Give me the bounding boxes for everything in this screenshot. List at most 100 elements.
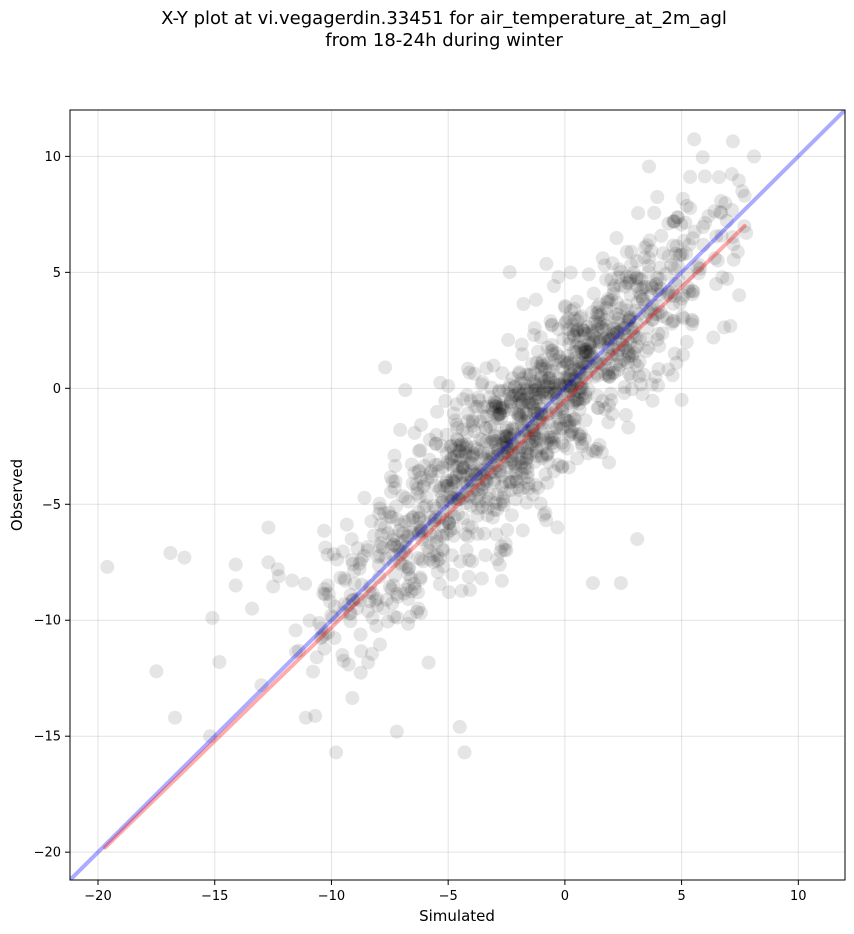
data-point bbox=[444, 438, 459, 453]
data-point bbox=[346, 593, 361, 607]
data-point bbox=[385, 474, 400, 489]
data-point bbox=[524, 396, 539, 410]
data-point bbox=[597, 331, 612, 346]
data-point bbox=[558, 370, 572, 385]
data-point bbox=[521, 424, 536, 439]
data-point bbox=[681, 280, 695, 295]
data-point bbox=[528, 411, 543, 426]
data-point bbox=[514, 337, 529, 352]
data-point bbox=[626, 265, 641, 280]
data-point bbox=[422, 452, 437, 467]
data-point bbox=[725, 134, 740, 149]
data-point bbox=[302, 613, 317, 628]
data-point bbox=[611, 315, 626, 330]
data-point bbox=[562, 368, 577, 383]
data-point bbox=[512, 366, 527, 381]
data-point bbox=[481, 466, 496, 481]
data-point bbox=[261, 520, 276, 535]
data-point bbox=[617, 320, 632, 335]
data-point bbox=[660, 287, 675, 302]
data-point bbox=[714, 228, 729, 243]
data-point bbox=[659, 266, 673, 281]
data-point bbox=[602, 369, 617, 384]
data-point bbox=[412, 489, 427, 504]
data-point bbox=[639, 332, 654, 347]
data-point bbox=[586, 334, 601, 349]
data-point bbox=[482, 390, 497, 405]
data-point bbox=[717, 320, 732, 335]
data-point bbox=[527, 374, 542, 389]
data-point bbox=[520, 446, 535, 461]
data-point bbox=[540, 385, 555, 400]
data-point bbox=[656, 246, 670, 261]
data-point bbox=[532, 390, 546, 405]
data-point bbox=[521, 386, 536, 401]
data-point bbox=[543, 386, 557, 401]
data-point bbox=[402, 512, 417, 527]
data-point bbox=[555, 404, 570, 419]
data-point bbox=[510, 480, 525, 495]
data-point bbox=[579, 345, 594, 360]
data-point bbox=[602, 333, 617, 348]
data-point bbox=[496, 383, 511, 398]
data-point bbox=[555, 459, 570, 474]
data-point bbox=[564, 379, 579, 394]
data-point bbox=[591, 342, 606, 357]
data-point bbox=[574, 340, 589, 355]
data-point bbox=[406, 523, 421, 537]
data-point bbox=[490, 447, 505, 462]
data-point bbox=[522, 431, 537, 446]
data-point bbox=[411, 511, 426, 526]
data-point bbox=[572, 396, 587, 411]
data-point bbox=[593, 316, 608, 331]
data-point bbox=[685, 314, 700, 329]
data-point bbox=[568, 370, 583, 385]
data-point bbox=[718, 196, 733, 211]
data-point bbox=[611, 270, 626, 285]
data-point bbox=[387, 529, 402, 544]
data-point bbox=[570, 322, 585, 336]
data-point bbox=[369, 619, 384, 633]
data-point bbox=[565, 357, 580, 372]
data-point bbox=[353, 627, 368, 642]
data-point bbox=[453, 554, 468, 569]
data-point bbox=[633, 377, 648, 392]
data-point bbox=[470, 482, 485, 497]
data-point bbox=[488, 436, 503, 451]
data-point bbox=[580, 319, 595, 334]
data-point bbox=[477, 451, 492, 466]
x-tick-label: 10 bbox=[790, 889, 807, 904]
data-point bbox=[508, 459, 523, 474]
data-point bbox=[586, 329, 601, 344]
data-point bbox=[463, 393, 478, 408]
data-point bbox=[460, 388, 474, 403]
data-point bbox=[505, 452, 520, 467]
data-point bbox=[628, 341, 643, 356]
data-point bbox=[548, 385, 563, 400]
identity-line bbox=[70, 110, 845, 880]
data-point bbox=[635, 292, 650, 307]
data-point bbox=[640, 238, 655, 253]
data-point bbox=[531, 480, 546, 495]
data-point bbox=[464, 475, 479, 489]
data-point bbox=[574, 309, 589, 324]
data-point bbox=[707, 251, 722, 266]
data-point bbox=[534, 401, 548, 416]
data-point bbox=[516, 392, 531, 407]
data-point bbox=[568, 412, 583, 427]
y-tick-label: −15 bbox=[34, 730, 61, 745]
data-point bbox=[507, 456, 522, 471]
data-point bbox=[509, 388, 524, 403]
data-point bbox=[555, 401, 570, 416]
data-point bbox=[459, 484, 474, 499]
data-point bbox=[525, 420, 540, 434]
data-point bbox=[365, 610, 380, 625]
data-point bbox=[567, 351, 582, 366]
data-point bbox=[564, 303, 579, 318]
data-point bbox=[490, 411, 505, 426]
data-point bbox=[389, 512, 404, 527]
data-point bbox=[593, 307, 608, 322]
data-point bbox=[590, 366, 604, 381]
data-point bbox=[500, 440, 515, 455]
data-point bbox=[440, 479, 455, 493]
